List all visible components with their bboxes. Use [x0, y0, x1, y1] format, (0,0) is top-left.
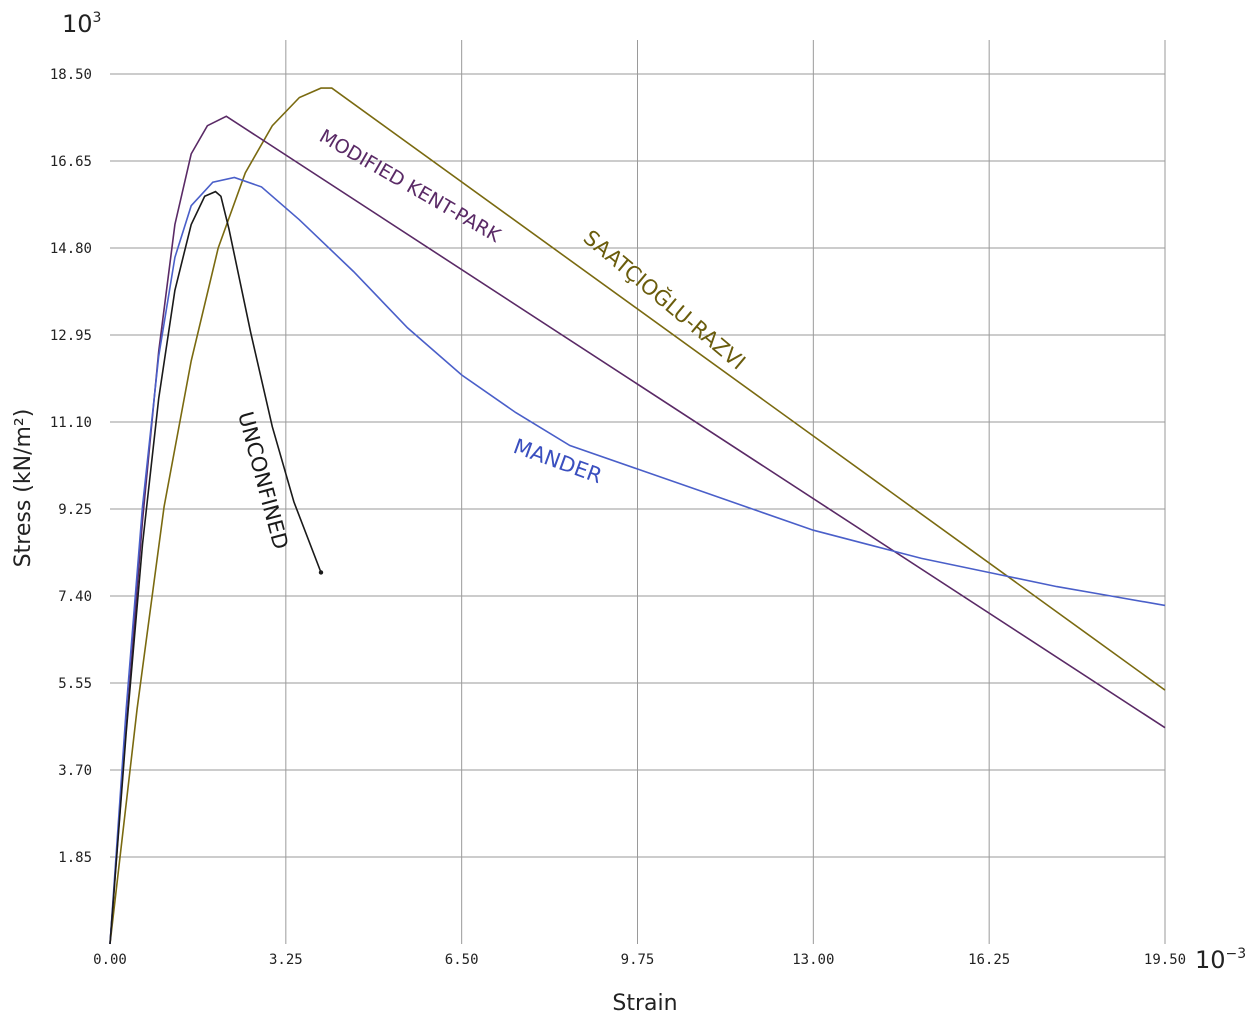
y-tick-label: 3.70 — [58, 763, 92, 779]
label-saatcioglu-razvi: SAATÇIOĞLU-RAZVI — [579, 225, 751, 375]
series-line-saat-io-lu-razvi — [109, 87, 1166, 945]
y-tick-label: 14.80 — [50, 241, 92, 257]
y-tick-label: 7.40 — [58, 589, 92, 605]
y-tick-label: 9.25 — [58, 502, 92, 518]
label-unconfined: UNCONFINED — [233, 409, 293, 552]
x-tick-label: 19.50 — [1144, 952, 1186, 968]
y-tick-label: 5.55 — [58, 676, 92, 692]
x-tick-label: 9.75 — [621, 952, 655, 968]
x-tick-label: 6.50 — [445, 952, 479, 968]
series-group — [109, 87, 1166, 945]
x-tick-label: 16.25 — [968, 952, 1010, 968]
y-tick-label: 16.65 — [50, 154, 92, 170]
y-tick-label: 12.95 — [50, 328, 92, 344]
x-axis-multiplier: 10−3 — [1195, 946, 1246, 974]
y-tick-label: 11.10 — [50, 415, 92, 431]
tick-labels: 0.00 3.25 6.50 9.75 13.00 16.25 19.50 1.85 3.70 5… — [50, 67, 1186, 968]
unconfined-end-point — [318, 570, 324, 575]
x-axis-title: Strain — [612, 991, 677, 1016]
series-line-modified-kent-park — [109, 115, 1166, 945]
y-axis-title: Stress (kN/m²) — [11, 409, 36, 568]
x-tick-label: 0.00 — [93, 952, 127, 968]
grid — [110, 40, 1166, 944]
x-tick-label: 3.25 — [269, 952, 303, 968]
x-tick-label: 13.00 — [792, 952, 834, 968]
y-tick-label: 18.50 — [50, 67, 92, 83]
series-line-mander — [109, 176, 1166, 945]
label-mander: MANDER — [510, 434, 605, 488]
series-line-unconfined — [109, 190, 322, 945]
y-tick-label: 1.85 — [58, 850, 92, 866]
y-axis-multiplier: 103 — [62, 10, 101, 38]
label-modified-kent-park-1: MODIFIED KENT-PARK — [316, 125, 505, 247]
